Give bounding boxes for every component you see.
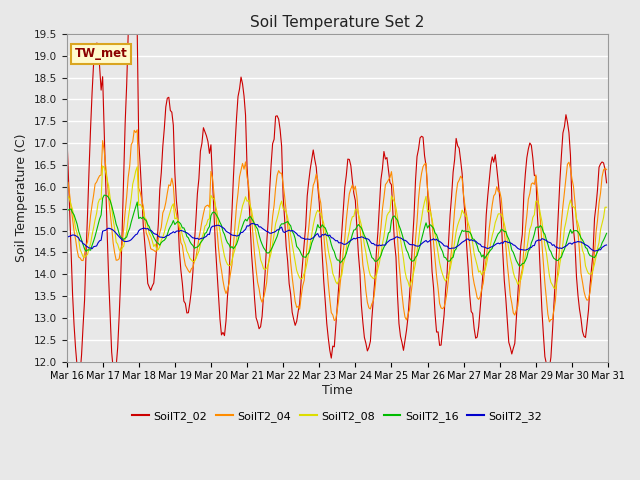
Line: SoilT2_02: SoilT2_02 (67, 0, 607, 377)
SoilT2_16 (575, 231, 583, 237)
SoilT2_32 (249, 221, 257, 227)
SoilT2_08 (63, 192, 70, 198)
Line: SoilT2_32: SoilT2_32 (67, 224, 607, 251)
SoilT2_02 (75, 374, 83, 380)
SoilT2_16 (603, 230, 611, 236)
SoilT2_04 (243, 174, 251, 180)
SoilT2_16 (243, 218, 251, 224)
SoilT2_16 (515, 263, 523, 269)
Text: TW_met: TW_met (75, 47, 127, 60)
SoilT2_02 (227, 237, 234, 243)
SoilT2_08 (552, 286, 559, 291)
SoilT2_04 (63, 180, 70, 186)
SoilT2_16 (252, 224, 260, 230)
SoilT2_04 (225, 281, 233, 287)
SoilT2_08 (243, 198, 251, 204)
Line: SoilT2_16: SoilT2_16 (67, 195, 607, 266)
SoilT2_02 (63, 122, 70, 128)
SoilT2_02 (575, 306, 583, 312)
SoilT2_32 (242, 227, 250, 232)
SoilT2_08 (575, 227, 583, 232)
Line: SoilT2_08: SoilT2_08 (67, 166, 607, 288)
SoilT2_04 (603, 167, 611, 172)
SoilT2_16 (63, 209, 70, 215)
SoilT2_16 (100, 192, 108, 198)
SoilT2_02 (244, 189, 252, 194)
SoilT2_32 (252, 222, 260, 228)
SoilT2_04 (129, 139, 136, 144)
SoilT2_04 (575, 248, 583, 254)
Y-axis label: Soil Temperature (C): Soil Temperature (C) (15, 133, 28, 262)
SoilT2_32 (223, 229, 231, 235)
SoilT2_08 (603, 204, 611, 210)
SoilT2_08 (131, 175, 138, 181)
SoilT2_16 (300, 254, 308, 260)
SoilT2_08 (252, 231, 260, 237)
SoilT2_32 (603, 242, 611, 248)
SoilT2_04 (133, 127, 141, 132)
SoilT2_02 (132, 0, 140, 6)
SoilT2_02 (603, 180, 611, 186)
SoilT2_16 (131, 209, 138, 215)
SoilT2_02 (302, 223, 310, 229)
Line: SoilT2_04: SoilT2_04 (67, 130, 607, 322)
SoilT2_32 (591, 248, 598, 254)
SoilT2_08 (300, 270, 308, 276)
Legend: SoilT2_02, SoilT2_04, SoilT2_08, SoilT2_16, SoilT2_32: SoilT2_02, SoilT2_04, SoilT2_08, SoilT2_… (128, 407, 547, 426)
Title: Soil Temperature Set 2: Soil Temperature Set 2 (250, 15, 424, 30)
SoilT2_32 (63, 235, 70, 241)
SoilT2_32 (129, 235, 136, 241)
SoilT2_32 (574, 239, 582, 244)
SoilT2_16 (225, 241, 233, 247)
SoilT2_04 (545, 319, 553, 325)
SoilT2_08 (99, 163, 106, 168)
SoilT2_04 (252, 266, 260, 272)
SoilT2_08 (225, 263, 233, 268)
SoilT2_04 (300, 277, 308, 283)
SoilT2_02 (253, 319, 261, 325)
SoilT2_32 (300, 236, 308, 241)
X-axis label: Time: Time (322, 384, 353, 397)
